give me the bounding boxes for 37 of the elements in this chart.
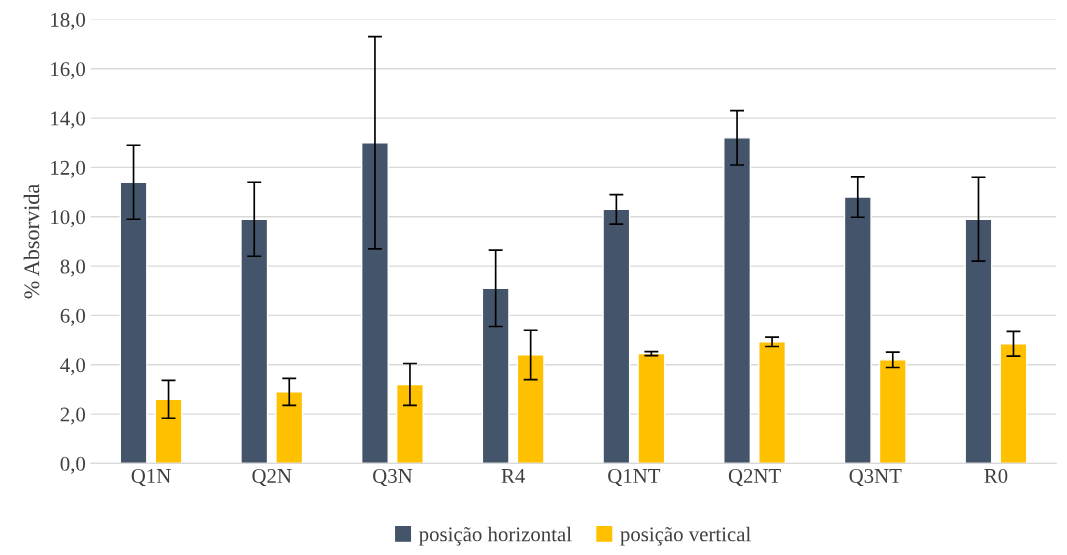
y-tick-label: 0,0 [60,456,86,474]
x-tick-label: R0 [984,468,1008,483]
y-tick-label: 4,0 [60,358,86,376]
x-tick-label: Q2NT [728,468,781,487]
x-tick-label: R4 [501,469,525,483]
y-axis-title: % Absorvida [23,184,40,299]
x-tick-label: Q3NT [849,468,902,487]
y-tick-label: 10,0 [51,210,86,228]
bar [843,196,872,464]
x-tick-label: Q3N [373,468,413,487]
legend-label: posição vertical [620,526,751,546]
y-tick-label: 2,0 [60,407,86,425]
y-tick-label: 12,0 [51,160,86,178]
bar [154,398,183,464]
x-tick-label: Q2N [252,468,292,487]
bar [119,181,148,464]
bar [395,383,424,464]
bar [758,341,787,464]
bar [275,391,304,464]
bar [516,354,545,464]
legend-label: posição horizontal [419,526,572,546]
x-tick-label: Q1NT [608,468,661,487]
bar [964,218,993,464]
bar [878,359,907,464]
bar [637,352,666,464]
y-tick-label: 18,0 [51,12,86,30]
bar [240,218,269,464]
x-tick-label: Q1N [131,468,171,487]
y-tick-label: 8,0 [60,259,86,277]
y-tick-label: 16,0 [51,62,86,80]
bar [602,208,631,464]
bar [360,142,389,464]
bar [481,287,510,464]
y-tick-label: 14,0 [51,111,86,129]
y-tick-label: 6,0 [60,308,86,326]
bar [723,137,752,464]
bar [999,343,1028,464]
